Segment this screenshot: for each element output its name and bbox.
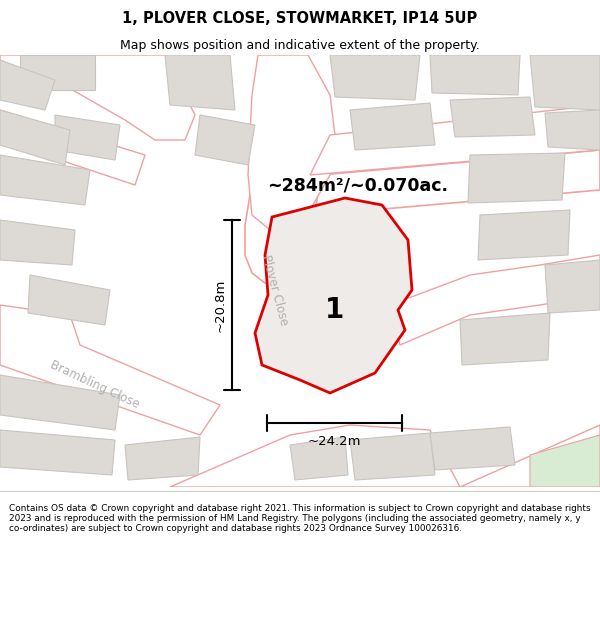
- Text: Contains OS data © Crown copyright and database right 2021. This information is : Contains OS data © Crown copyright and d…: [9, 504, 590, 533]
- Polygon shape: [450, 97, 535, 137]
- Polygon shape: [315, 150, 600, 215]
- Text: ~284m²/~0.070ac.: ~284m²/~0.070ac.: [268, 176, 449, 194]
- Polygon shape: [195, 115, 255, 165]
- Polygon shape: [0, 220, 75, 265]
- Polygon shape: [0, 110, 70, 165]
- Polygon shape: [350, 103, 435, 150]
- Polygon shape: [530, 435, 600, 487]
- Text: Brambling Close: Brambling Close: [48, 359, 142, 411]
- Polygon shape: [545, 110, 600, 150]
- Polygon shape: [460, 313, 550, 365]
- Text: ~20.8m: ~20.8m: [214, 278, 227, 332]
- Text: ~24.2m: ~24.2m: [308, 435, 361, 448]
- Polygon shape: [430, 427, 515, 470]
- Polygon shape: [255, 198, 412, 393]
- Polygon shape: [390, 255, 600, 345]
- Polygon shape: [0, 375, 120, 430]
- Polygon shape: [430, 55, 520, 95]
- Polygon shape: [0, 305, 220, 435]
- Polygon shape: [245, 55, 320, 285]
- Polygon shape: [20, 55, 95, 90]
- Polygon shape: [0, 430, 115, 475]
- Polygon shape: [530, 55, 600, 110]
- Polygon shape: [165, 55, 235, 110]
- Text: 1, PLOVER CLOSE, STOWMARKET, IP14 5UP: 1, PLOVER CLOSE, STOWMARKET, IP14 5UP: [122, 11, 478, 26]
- Text: 1: 1: [325, 296, 344, 324]
- Polygon shape: [0, 55, 195, 140]
- Polygon shape: [55, 115, 120, 160]
- Polygon shape: [125, 437, 200, 480]
- Polygon shape: [248, 55, 335, 230]
- Polygon shape: [0, 110, 145, 185]
- Polygon shape: [350, 433, 435, 480]
- Polygon shape: [310, 105, 600, 175]
- Polygon shape: [0, 60, 55, 110]
- Polygon shape: [468, 153, 565, 203]
- Polygon shape: [545, 260, 600, 313]
- Polygon shape: [330, 55, 420, 100]
- Polygon shape: [0, 155, 90, 205]
- Text: Plover Close: Plover Close: [259, 253, 290, 327]
- Polygon shape: [170, 425, 460, 487]
- Polygon shape: [460, 425, 600, 487]
- Polygon shape: [28, 275, 110, 325]
- Text: Map shows position and indicative extent of the property.: Map shows position and indicative extent…: [120, 39, 480, 51]
- Polygon shape: [290, 437, 348, 480]
- Polygon shape: [478, 210, 570, 260]
